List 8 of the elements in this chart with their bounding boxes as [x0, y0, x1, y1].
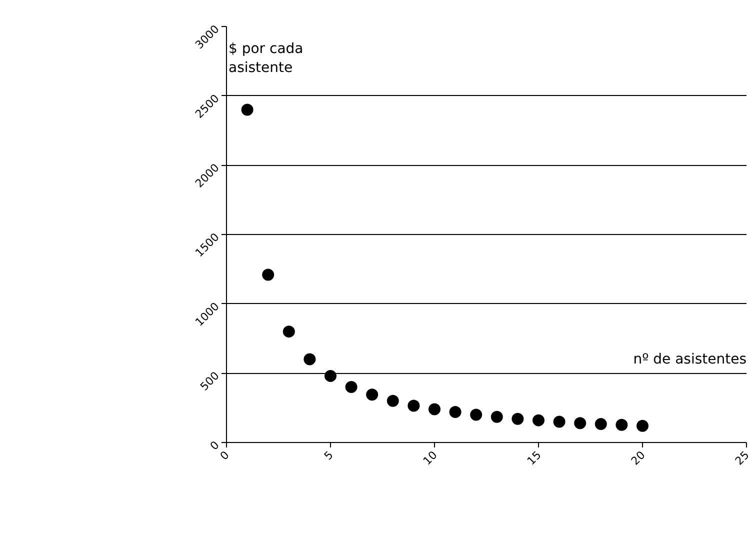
x-tick-label: 10	[420, 448, 440, 468]
x-tick-label: 20	[628, 448, 648, 468]
x-axis-title: nº de asistentes	[633, 352, 747, 368]
y-axis-title: $ por cada asistente	[228, 41, 304, 76]
x-tick-label: 5	[322, 448, 336, 463]
x-tick-label: 15	[524, 448, 544, 468]
x-tick-label: 25	[732, 448, 752, 468]
y-tick-label: 500	[198, 369, 222, 394]
